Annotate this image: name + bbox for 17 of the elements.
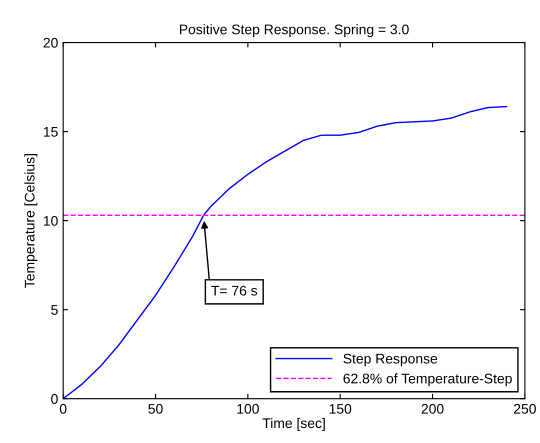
x-tick-label: 250 <box>514 404 536 414</box>
y-tick-label: 0 <box>51 394 58 404</box>
x-tick-label: 150 <box>330 404 352 414</box>
x-tick-label: 200 <box>422 404 444 414</box>
x-axis-title: Time [sec] <box>262 418 325 431</box>
y-tick-label: 5 <box>51 305 58 315</box>
legend-label: Step Response <box>343 354 438 366</box>
y-tick-label: 15 <box>44 127 58 137</box>
legend-label: 62.8% of Temperature-Step <box>344 373 512 386</box>
y-tick-label: 20 <box>44 38 58 48</box>
annotation: T= 76 s <box>211 286 258 296</box>
x-tick-label: 50 <box>148 404 163 414</box>
x-tick-label: 0 <box>60 404 66 414</box>
x-tick-label: 100 <box>237 404 259 414</box>
chart-title: Positive Step Response. Spring = 3.0 <box>180 24 409 38</box>
y-tick-label: 10 <box>44 216 58 226</box>
y-axis-title: Temperature [Celsius] <box>24 154 38 288</box>
